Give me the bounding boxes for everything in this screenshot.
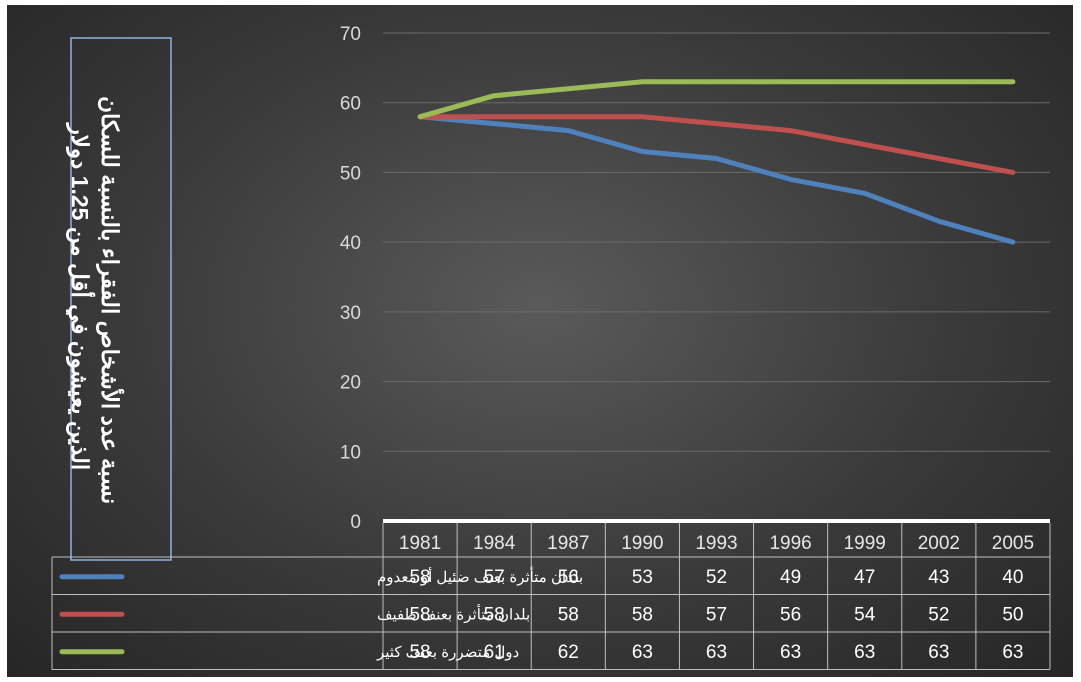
data-label: 63 bbox=[632, 642, 653, 663]
series-line-1 bbox=[417, 114, 1016, 245]
data-label: 40 bbox=[1002, 567, 1023, 588]
y-axis-title-group: نسبة عدد الأشخاص الفقراء بالنسبة للسكان … bbox=[65, 37, 172, 561]
data-label: 63 bbox=[780, 642, 801, 663]
data-label: 56 bbox=[780, 604, 801, 625]
line-chart: 0 10 20 30 40 50 60 70 نسبة عدد الأشخاص الفقراء… bbox=[51, 24, 1051, 670]
series-lines bbox=[417, 79, 1016, 245]
data-label: 52 bbox=[928, 604, 949, 625]
data-label: 58 bbox=[409, 604, 430, 625]
legend-label-3: دول متضررة بعنف كثير bbox=[376, 644, 519, 661]
y-axis-title: نسبة عدد الأشخاص الفقراء بالنسبة للسكان … bbox=[65, 90, 125, 504]
y-axis-title-box bbox=[70, 37, 172, 561]
data-label: 58 bbox=[409, 567, 430, 588]
legend-label-2: بلدان متأثرة بعنف طفيف bbox=[377, 604, 530, 623]
y-tick-label: 40 bbox=[340, 233, 361, 254]
y-tick-label: 30 bbox=[340, 303, 361, 324]
data-label: 61 bbox=[484, 642, 505, 663]
gridlines bbox=[383, 32, 1050, 523]
x-tick-label: 1996 bbox=[769, 533, 811, 554]
y-tick-label: 60 bbox=[340, 94, 361, 115]
y-tick-label: 70 bbox=[340, 24, 361, 45]
y-axis-title-line-2: الذين يعيشون في أقل من 1.25 دولار bbox=[65, 122, 96, 471]
series-line-3 bbox=[417, 79, 1016, 120]
x-tick-label: 1990 bbox=[621, 533, 663, 554]
data-label: 56 bbox=[558, 567, 579, 588]
y-tick-label: 50 bbox=[340, 163, 361, 184]
data-label: 62 bbox=[558, 642, 579, 663]
data-label: 58 bbox=[558, 604, 579, 625]
x-tick-label: 1981 bbox=[399, 533, 441, 554]
data-label: 52 bbox=[706, 567, 727, 588]
data-label: 63 bbox=[928, 642, 949, 663]
data-label: 58 bbox=[632, 604, 653, 625]
series-line-2 bbox=[417, 114, 1016, 175]
y-tick-label: 0 bbox=[350, 512, 361, 533]
x-tick-label: 2002 bbox=[918, 533, 960, 554]
x-tick-label: 1987 bbox=[547, 533, 589, 554]
y-axis-title-line-1: نسبة عدد الأشخاص الفقراء بالنسبة للسكان bbox=[95, 96, 125, 504]
chart-area: 0 10 20 30 40 50 60 70 نسبة عدد الأشخاص الفقراء… bbox=[7, 5, 1073, 677]
data-label: 58 bbox=[409, 642, 430, 663]
x-tick-label: 2005 bbox=[992, 533, 1034, 554]
data-label: 63 bbox=[1002, 642, 1023, 663]
data-label: 63 bbox=[706, 642, 727, 663]
data-label: 49 bbox=[780, 567, 801, 588]
x-tick-label: 1999 bbox=[844, 533, 886, 554]
y-tick-label: 10 bbox=[340, 442, 361, 463]
y-axis-ticks: 0 10 20 30 40 50 60 70 bbox=[340, 24, 361, 533]
data-label: 54 bbox=[854, 604, 876, 625]
x-tick-label: 1993 bbox=[695, 533, 737, 554]
x-tick-label: 1984 bbox=[473, 533, 516, 554]
y-tick-label: 20 bbox=[340, 373, 361, 394]
data-label: 63 bbox=[854, 642, 875, 663]
data-label: 53 bbox=[632, 567, 653, 588]
data-label: 50 bbox=[1002, 604, 1023, 625]
data-table: 1981 1984 1987 1990 1993 1996 1999 2002 2005 بلدا… bbox=[51, 523, 1051, 670]
legend-label-1: بلدان متأثرة بعنف ضئيل أو معدوم bbox=[377, 567, 583, 586]
data-label: 47 bbox=[854, 567, 875, 588]
data-label: 57 bbox=[706, 604, 727, 625]
data-label: 57 bbox=[484, 567, 505, 588]
data-label: 43 bbox=[928, 567, 949, 588]
data-label: 58 bbox=[484, 604, 505, 625]
